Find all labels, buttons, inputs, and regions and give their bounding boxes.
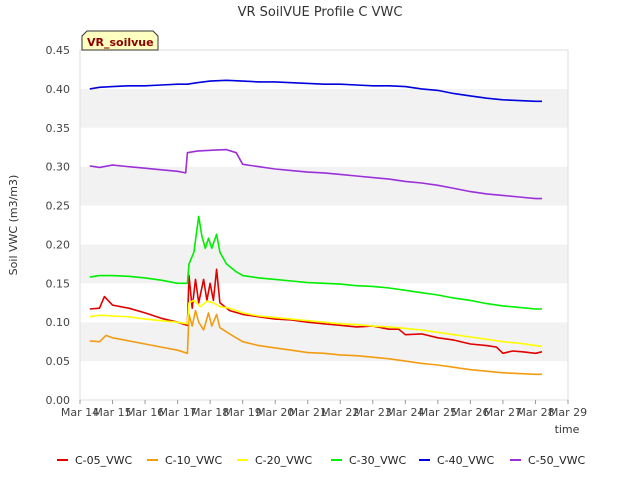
x-tick-label: Mar 15 bbox=[93, 406, 131, 419]
legend-item: C-20_VWC bbox=[237, 454, 313, 467]
x-tick-label: Mar 19 bbox=[224, 406, 262, 419]
y-tick-label: 0.25 bbox=[46, 200, 71, 213]
legend-label: C-30_VWC bbox=[349, 454, 407, 467]
series-line-c-10-vwc bbox=[89, 309, 542, 376]
legend-label: C-05_VWC bbox=[75, 454, 133, 467]
y-tick-label: 0.05 bbox=[46, 355, 71, 368]
x-tick-label: Mar 22 bbox=[321, 406, 359, 419]
y-tick-label: 0.30 bbox=[46, 161, 71, 174]
series-line-c-50-vwc bbox=[89, 148, 542, 200]
series-line-c-40-vwc bbox=[89, 79, 542, 103]
y-tick-label: 0.40 bbox=[46, 83, 71, 96]
grid-band bbox=[80, 205, 568, 245]
y-axis-label: Soil VWC (m3/m3) bbox=[7, 175, 20, 276]
x-tick-label: Mar 23 bbox=[354, 406, 392, 419]
x-tick-label: Mar 24 bbox=[386, 406, 424, 419]
y-tick-label: 0.10 bbox=[46, 316, 71, 329]
legend-item: C-40_VWC bbox=[419, 454, 495, 467]
legend: C-05_VWC C-10_VWC C-20_VWC C-30_VWC C-40_VWC… bbox=[57, 454, 586, 467]
x-tick-label: Mar 25 bbox=[419, 406, 457, 419]
grid-band bbox=[80, 244, 568, 284]
series-line-c-30-vwc bbox=[89, 215, 542, 310]
site-badge: VR_soilvue bbox=[81, 30, 159, 51]
grid-band bbox=[80, 88, 568, 128]
x-tick-label: Mar 14 bbox=[61, 406, 99, 419]
legend-item: C-05_VWC bbox=[57, 454, 133, 467]
y-tick-label: 0.00 bbox=[46, 394, 71, 407]
y-tick-label: 0.15 bbox=[46, 277, 71, 290]
x-tick-label: Mar 17 bbox=[158, 406, 196, 419]
legend-item: C-50_VWC bbox=[510, 454, 586, 467]
y-tick-label: 0.45 bbox=[46, 44, 71, 57]
legend-item: C-10_VWC bbox=[147, 454, 223, 467]
series-line-c-20-vwc bbox=[89, 299, 543, 348]
grid-band bbox=[80, 127, 568, 167]
grid-band bbox=[80, 361, 568, 400]
x-tick-label: Mar 27 bbox=[484, 406, 522, 419]
legend-label: C-20_VWC bbox=[255, 454, 313, 467]
legend-item: C-30_VWC bbox=[331, 454, 407, 467]
grid-band bbox=[80, 50, 568, 89]
y-axis-ticks: 0.00 0.05 0.10 0.15 0.20 0.25 0.30 0.35 0.40 0.45 bbox=[46, 44, 71, 407]
site-badge-label: VR_soilvue bbox=[87, 36, 154, 49]
plot-frame bbox=[79, 49, 569, 401]
x-tick-label: Mar 29 bbox=[549, 406, 587, 419]
x-tick-label: Mar 18 bbox=[191, 406, 229, 419]
y-tick-label: 0.35 bbox=[46, 122, 71, 135]
x-tick-label: Mar 20 bbox=[256, 406, 294, 419]
x-tick-label: Mar 16 bbox=[126, 406, 164, 419]
x-tick-label: Mar 21 bbox=[289, 406, 327, 419]
y-tick-label: 0.20 bbox=[46, 238, 71, 251]
legend-label: C-10_VWC bbox=[165, 454, 223, 467]
legend-label: C-50_VWC bbox=[528, 454, 586, 467]
chart-title: VR SoilVUE Profile C VWC bbox=[238, 5, 403, 20]
x-axis-label: time bbox=[555, 423, 580, 436]
legend-label: C-40_VWC bbox=[437, 454, 495, 467]
grid-band bbox=[80, 322, 568, 362]
site-badge-box bbox=[81, 30, 159, 51]
grid-band bbox=[80, 283, 568, 323]
grid-bands bbox=[80, 50, 568, 400]
series-layer bbox=[89, 79, 543, 376]
x-tick-label: Mar 26 bbox=[451, 406, 489, 419]
x-tick-label: Mar 28 bbox=[516, 406, 554, 419]
